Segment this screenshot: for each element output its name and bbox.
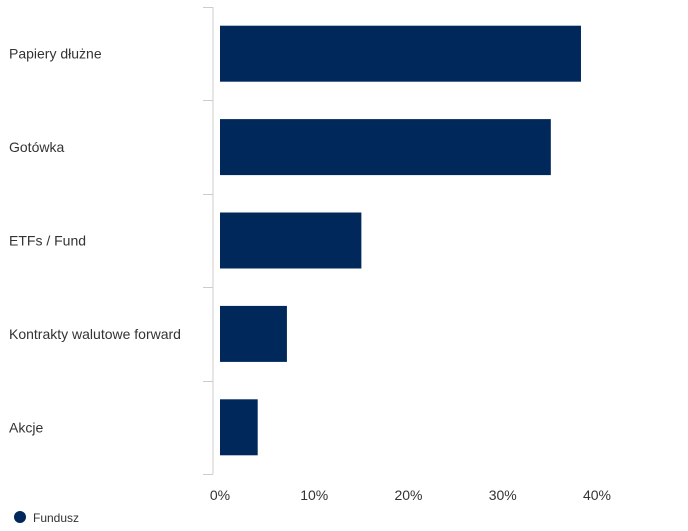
axis-layer (203, 7, 214, 475)
x-tick-label-3: 30% (489, 487, 517, 503)
legend-marker-icon (14, 511, 26, 523)
category-label-akcje: Akcje (9, 419, 43, 435)
category-label-layer: Papiery dłużne Gotówka ETFs / Fund Kontrakt… (9, 46, 181, 436)
x-tick-label-4: 40% (583, 487, 611, 503)
category-label-etfs-fund: ETFs / Fund (9, 233, 86, 249)
legend-label: Fundusz (33, 511, 79, 525)
legend[interactable]: Fundusz (14, 511, 79, 525)
bar-kontrakty-walutowe-forward[interactable] (220, 305, 287, 362)
bar-akcje[interactable] (220, 399, 258, 456)
category-label-gotowka: Gotówka (9, 139, 64, 155)
bar-layer (220, 25, 581, 456)
x-tick-label-1: 10% (300, 487, 328, 503)
bar-etfs-fund[interactable] (220, 212, 362, 269)
tick-label-layer: 0% 10% 20% 30% 40% (210, 487, 611, 503)
category-label-papiery-dluzne: Papiery dłużne (9, 46, 102, 62)
bar-gotowka[interactable] (220, 119, 551, 176)
bar-papiery-dluzne[interactable] (220, 25, 581, 82)
x-tick-label-2: 20% (394, 487, 422, 503)
x-tick-label-0: 0% (210, 487, 230, 503)
category-label-kontrakty-walutowe-forward: Kontrakty walutowe forward (9, 326, 181, 342)
